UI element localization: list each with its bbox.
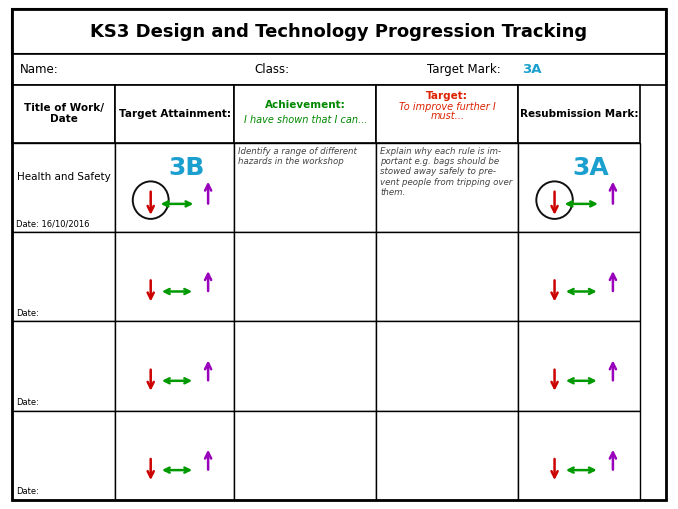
Text: Explain why each rule is im-
portant e.g. bags should be
stowed away safely to p: Explain why each rule is im- portant e.g… <box>380 147 513 197</box>
Text: KS3 Design and Technology Progression Tracking: KS3 Design and Technology Progression Tr… <box>90 23 588 41</box>
Text: Date:: Date: <box>16 398 39 407</box>
Bar <box>12 411 115 500</box>
Text: Title of Work/
Date: Title of Work/ Date <box>24 103 104 125</box>
Bar <box>518 143 639 232</box>
Bar <box>235 321 376 411</box>
Text: Identify a range of different
hazards in the workshop: Identify a range of different hazards in… <box>239 147 357 166</box>
Bar <box>12 143 115 232</box>
Bar <box>376 411 518 500</box>
Text: 3A: 3A <box>522 63 542 76</box>
Text: Resubmission Mark:: Resubmission Mark: <box>519 109 638 119</box>
Text: Health and Safety: Health and Safety <box>17 172 111 182</box>
Text: Target Attainment:: Target Attainment: <box>119 109 231 119</box>
Bar <box>115 232 235 321</box>
Bar <box>376 143 518 232</box>
Bar <box>12 9 666 54</box>
Text: Date: 16/10/2016: Date: 16/10/2016 <box>16 219 89 229</box>
Bar <box>12 54 666 84</box>
Bar <box>235 143 376 232</box>
Bar <box>12 84 115 143</box>
Text: 3A: 3A <box>573 156 610 180</box>
Bar <box>518 232 639 321</box>
Bar <box>518 321 639 411</box>
Text: must...: must... <box>430 111 464 121</box>
Text: I have shown that I can...: I have shown that I can... <box>243 115 367 125</box>
Bar <box>115 84 235 143</box>
Text: To improve further I: To improve further I <box>399 101 496 111</box>
Bar <box>235 232 376 321</box>
Bar <box>115 321 235 411</box>
Text: Name:: Name: <box>20 63 59 76</box>
Text: Date:: Date: <box>16 308 39 318</box>
Text: Target Mark:: Target Mark: <box>427 63 501 76</box>
Bar <box>115 143 235 232</box>
Text: Date:: Date: <box>16 487 39 496</box>
Bar <box>12 321 115 411</box>
Text: Achievement:: Achievement: <box>265 100 346 109</box>
Bar <box>12 232 115 321</box>
Bar <box>235 411 376 500</box>
Text: 3B: 3B <box>168 156 205 180</box>
Bar <box>376 232 518 321</box>
Bar <box>115 411 235 500</box>
Bar <box>235 84 376 143</box>
Bar <box>518 411 639 500</box>
Text: Target:: Target: <box>426 91 468 101</box>
Bar <box>518 84 639 143</box>
Text: Class:: Class: <box>254 63 289 76</box>
Bar <box>376 84 518 143</box>
Bar <box>376 321 518 411</box>
